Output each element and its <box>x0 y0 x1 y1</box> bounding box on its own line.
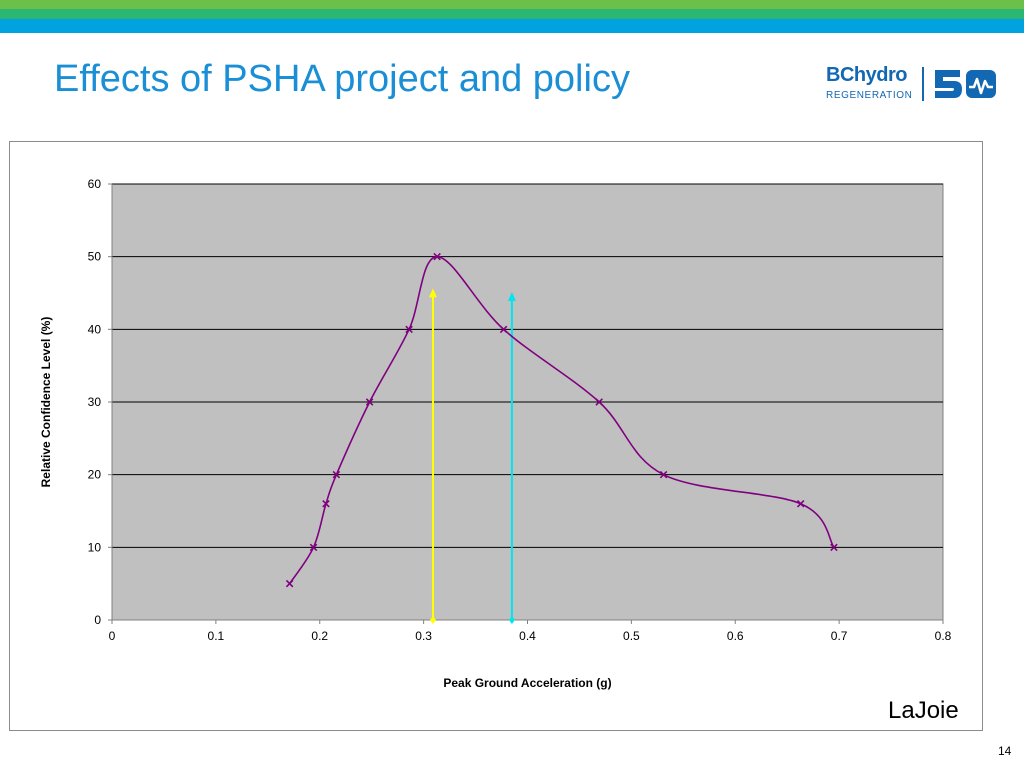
y-tick-label: 60 <box>88 177 102 191</box>
logo-tagline: REGENERATION <box>826 90 913 101</box>
data-point <box>332 470 341 479</box>
y-axis-ticks: 0 10 20 30 40 50 60 <box>88 177 112 627</box>
data-point <box>830 543 838 552</box>
header-band-teal <box>0 9 1024 19</box>
logo-separator <box>922 67 924 101</box>
data-point <box>322 499 330 508</box>
x-tick-label: 0.8 <box>935 629 952 643</box>
page-number: 14 <box>998 744 1012 758</box>
chart-frame: 0 10 20 30 40 50 60 0 0.1 0.2 0.3 0.4 0.5 0.6 0.7 0.8 … <box>9 141 983 731</box>
x-tick-label: 0.7 <box>831 629 848 643</box>
header-band-blue <box>0 19 1024 33</box>
data-point <box>659 470 668 479</box>
arrow-head-2 <box>507 292 516 301</box>
y-tick-label: 0 <box>94 613 101 627</box>
arrow-base-2 <box>508 616 515 624</box>
x-tick-label: 0.4 <box>519 629 536 643</box>
series <box>285 252 838 588</box>
x-tick-label: 0.5 <box>623 629 640 643</box>
y-tick-label: 10 <box>88 540 102 554</box>
y-tick-label: 20 <box>88 468 102 482</box>
x-tick-label: 0.3 <box>415 629 432 643</box>
data-point <box>796 499 805 508</box>
data-point <box>405 325 413 334</box>
data-point <box>365 398 374 406</box>
y-axis-label: Relative Confidence Level (%) <box>39 317 53 488</box>
data-point <box>499 325 508 334</box>
x-tick-label: 0.6 <box>727 629 744 643</box>
arrow-base-1 <box>429 616 436 624</box>
fifty-anniversary-icon <box>935 70 996 98</box>
slide-title: Effects of PSHA project and policy <box>54 58 630 100</box>
data-point <box>595 398 603 406</box>
header-band-green <box>0 0 1024 9</box>
x-tick-label: 0.1 <box>208 629 225 643</box>
x-tick-label: 0.2 <box>311 629 328 643</box>
logo-brand-text: BChydro <box>826 64 907 86</box>
bchydro-logo: BChydro REGENERATION <box>824 64 1004 106</box>
x-tick-label: 0 <box>109 629 116 643</box>
x-axis-ticks: 0 0.1 0.2 0.3 0.4 0.5 0.6 0.7 0.8 <box>109 620 952 643</box>
x-axis-label: Peak Ground Acceleration (g) <box>443 676 611 690</box>
y-tick-label: 40 <box>88 322 102 336</box>
arrow-head-1 <box>428 288 437 298</box>
y-tick-label: 50 <box>88 250 102 264</box>
arrows <box>428 288 516 624</box>
y-tick-label: 30 <box>88 395 102 409</box>
data-point <box>309 543 318 552</box>
data-point <box>433 252 441 261</box>
attribution: LaJoie <box>888 697 959 724</box>
data-point <box>285 579 294 588</box>
